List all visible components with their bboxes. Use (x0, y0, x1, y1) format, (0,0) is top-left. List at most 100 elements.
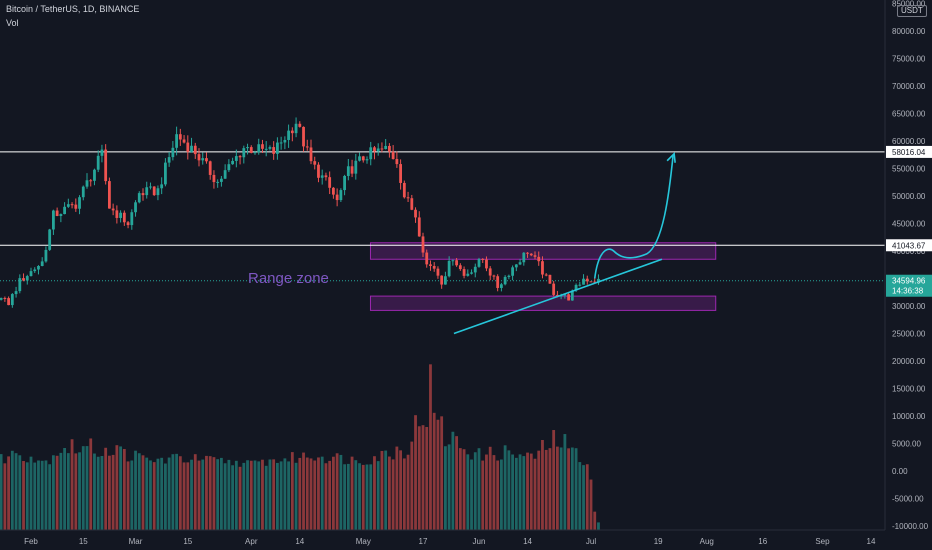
candle-body (574, 284, 578, 291)
level-price-tag (886, 145, 932, 158)
volume-bar (268, 459, 272, 530)
volume-bar (466, 454, 470, 530)
currency-badge[interactable]: USDT (897, 5, 927, 17)
candle-body (130, 212, 134, 226)
price-tick-label: 20000.00 (892, 357, 926, 366)
candle-body (507, 275, 511, 277)
candle-body (500, 284, 503, 288)
candle-body (145, 187, 149, 196)
candle-body (470, 272, 473, 274)
candle-body (593, 281, 597, 283)
volume-bar (10, 450, 14, 530)
candle-body (447, 260, 451, 277)
candle-body (481, 259, 485, 261)
volume-bar (388, 456, 391, 530)
volume-bar (85, 446, 89, 530)
candle-body (556, 294, 559, 296)
candle-body (451, 260, 455, 262)
candle-body (466, 273, 470, 276)
volume-bar (365, 464, 369, 530)
candle-body (529, 253, 533, 256)
candle-body (264, 148, 268, 150)
volume-bar (350, 456, 354, 530)
volume-bar (522, 456, 526, 530)
candle-body (417, 217, 421, 237)
volume-bar (66, 453, 70, 530)
price-tick-label: 45000.00 (892, 220, 926, 229)
volume-bar (160, 457, 164, 530)
candle-body (40, 261, 44, 266)
volume-bar (391, 459, 395, 530)
volume-bar (421, 425, 425, 530)
volume-bar (96, 456, 100, 530)
candle-body (268, 147, 272, 149)
volume-bars (0, 364, 600, 530)
time-tick-label: 16 (758, 537, 767, 546)
price-tick-label: 60000.00 (892, 137, 926, 146)
candle-body (220, 178, 223, 182)
volume-bar (511, 454, 514, 530)
time-tick-label: Apr (245, 537, 258, 546)
volume-bar (541, 439, 544, 530)
candle-body (66, 204, 70, 207)
candle-body (249, 147, 253, 153)
candle-body (548, 274, 552, 284)
volume-bar (223, 463, 227, 530)
volume-bar (63, 447, 66, 530)
candle-body (317, 164, 320, 178)
candle-body (369, 147, 373, 160)
candle-body (175, 134, 178, 148)
candle-body (216, 181, 220, 183)
volume-bar (556, 446, 559, 530)
range-zone-box (369, 295, 717, 311)
candle-body (18, 278, 22, 292)
candle-body (108, 181, 111, 209)
volume-bar (559, 447, 563, 530)
time-tick-label: Mar (129, 537, 143, 546)
volume-bar (0, 454, 3, 530)
volume-bar (201, 459, 205, 530)
candle-body (10, 294, 14, 306)
candle-body (563, 294, 567, 296)
candle-body (436, 268, 440, 276)
candle-body (178, 134, 182, 140)
time-tick-label: Aug (700, 537, 714, 546)
time-tick-label: 14 (295, 537, 304, 546)
volume-bar (593, 511, 597, 530)
candle-body (410, 198, 414, 210)
volume-bar (410, 441, 414, 530)
volume-bar (514, 457, 518, 530)
price-tick-label: 85000.00 (892, 0, 926, 9)
candle-body (346, 166, 350, 176)
candle-body (197, 154, 201, 161)
candle-body (81, 186, 85, 198)
range-zone-annotation: Range zone (248, 270, 329, 287)
candle-body (298, 123, 302, 127)
range-zones (369, 242, 717, 311)
volume-bar (145, 457, 149, 530)
candle-body (193, 145, 197, 155)
volume-bar (518, 454, 522, 530)
candle-body (444, 276, 447, 285)
volume-bar (149, 460, 152, 530)
volume-bar (324, 463, 328, 530)
candle-body (190, 145, 193, 152)
volume-bar (373, 456, 376, 530)
volume-bar (582, 465, 585, 530)
price-axis[interactable]: 85000.00 80000.00 75000.00 70000.00 65000.00… (884, 0, 932, 531)
volume-bar (361, 464, 365, 530)
volume-bar (317, 457, 320, 530)
candle-body (391, 151, 395, 160)
volume-bar (212, 457, 216, 530)
volume-bar (134, 450, 137, 530)
candle-body (492, 275, 496, 277)
candle-body (287, 130, 290, 140)
candle-body (257, 144, 261, 153)
volume-bar (29, 456, 33, 530)
volume-bar (589, 479, 593, 530)
time-axis[interactable]: Feb 15 Mar 15 Apr 14 May 17 Jun 14 Jul 19 Aug 16 Sep 14 (0, 529, 885, 546)
candle-body (59, 214, 63, 217)
volume-bar (544, 449, 548, 530)
volume-bar (287, 461, 290, 530)
